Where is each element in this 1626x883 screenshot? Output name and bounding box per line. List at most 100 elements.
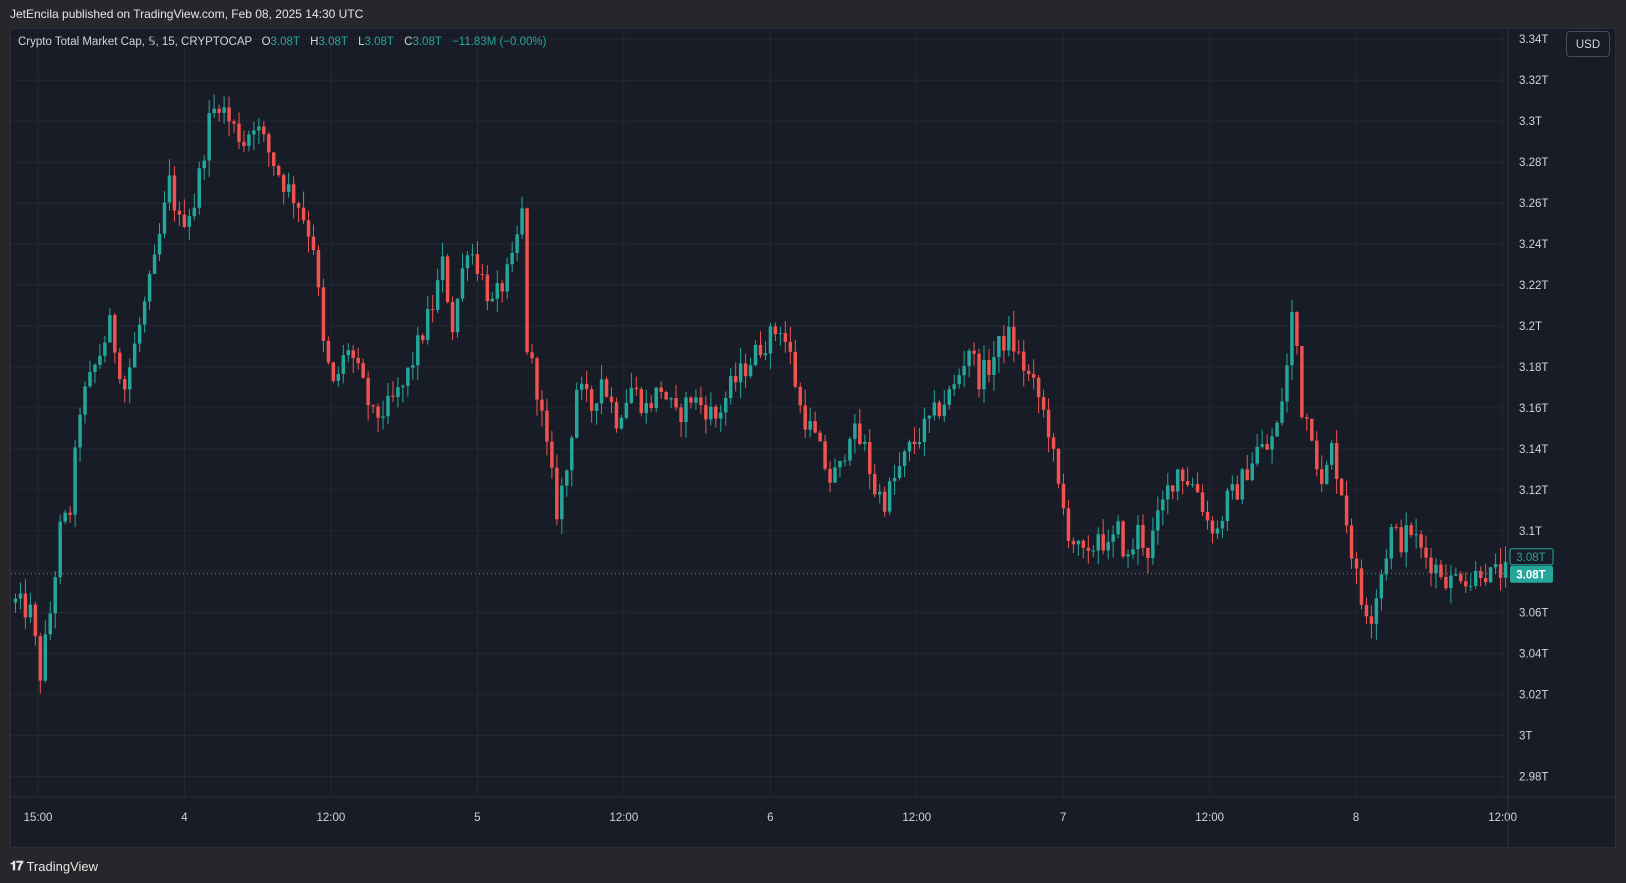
- x-axis-tick-label: 7: [1060, 812, 1066, 824]
- candle-body: [674, 398, 678, 408]
- candle-body: [137, 324, 142, 344]
- candle-body: [778, 333, 783, 335]
- candle-body: [416, 335, 420, 366]
- candle-body: [132, 343, 137, 368]
- symbol-legend: Crypto Total Market Cap, 𝕊, 15, CRYPTOCA…: [18, 34, 553, 48]
- candle-body: [565, 470, 569, 486]
- candle-body: [723, 398, 728, 413]
- candle-body: [912, 441, 917, 445]
- candle-body: [257, 126, 261, 131]
- candle-body: [624, 402, 629, 418]
- candle-body: [803, 405, 807, 430]
- candle-body: [987, 359, 991, 375]
- candle-body: [748, 365, 753, 377]
- candle-body: [1280, 401, 1284, 423]
- candle-body: [381, 416, 385, 418]
- candle-body: [351, 350, 355, 358]
- candle-body: [679, 407, 683, 423]
- candle-body: [1121, 521, 1125, 557]
- candle-body: [1369, 616, 1374, 624]
- candle-body: [1374, 598, 1379, 624]
- candle-body: [982, 359, 986, 390]
- last-close-label: 3.08T: [1516, 552, 1545, 564]
- candle-body: [952, 384, 956, 390]
- candle-body: [1270, 436, 1274, 450]
- legend-open-label: O: [261, 36, 271, 48]
- candle-body: [1493, 564, 1498, 568]
- candle-body: [152, 254, 157, 274]
- candle-body: [242, 141, 246, 147]
- last-price-label: 3.08T: [1516, 569, 1545, 581]
- candlestick-chart[interactable]: 2.98T 3T 3.02T 3.04T 3.06T 3.08T 3.1T 3.12T 3.14…: [11, 29, 1617, 849]
- candle-body: [818, 432, 822, 442]
- candle-body: [694, 397, 698, 403]
- candle-body: [1255, 446, 1259, 464]
- candle-body: [78, 414, 82, 448]
- candle-body: [848, 438, 852, 461]
- candle-body: [709, 406, 713, 420]
- candle-body: [1364, 604, 1369, 617]
- candle-body: [1434, 564, 1438, 574]
- x-axis-tick-label: 6: [767, 812, 773, 824]
- candle-body: [510, 252, 514, 265]
- y-axis-tick-label: 3.34T: [1519, 34, 1548, 46]
- candle-body: [93, 364, 97, 373]
- candle-body: [798, 386, 802, 406]
- candle-body: [1026, 370, 1031, 375]
- candle-body: [272, 152, 276, 166]
- tradingview-logo[interactable]: 𝟏𝟕 TradingView: [10, 858, 98, 874]
- candle-body: [1324, 464, 1329, 484]
- candle-body: [922, 418, 927, 443]
- candle-body: [1419, 534, 1423, 548]
- candle-body: [356, 357, 360, 364]
- x-axis-tick-label: 15:00: [24, 812, 53, 824]
- y-axis-tick-label: 3.1T: [1519, 526, 1542, 538]
- candle-body: [560, 485, 564, 520]
- candle-body: [1061, 483, 1066, 509]
- candle-body: [490, 298, 495, 302]
- candle-body: [396, 387, 400, 397]
- candle-body: [1354, 558, 1359, 569]
- candle-body: [1136, 524, 1140, 550]
- candle-body: [311, 236, 316, 251]
- publisher-line: JetEncila published on TradingView.com, …: [0, 0, 1626, 28]
- candle-body: [286, 184, 291, 192]
- candle-body: [967, 350, 971, 367]
- candle-body: [1200, 492, 1205, 512]
- last-close-badge: [1509, 548, 1554, 566]
- candle-body: [604, 379, 609, 397]
- candle-body: [719, 412, 723, 419]
- candle-body: [793, 351, 798, 387]
- candle-body: [376, 406, 380, 418]
- candle-body: [515, 234, 519, 253]
- candle-body: [1409, 525, 1413, 536]
- candle-body: [997, 336, 1001, 358]
- last-price-badge: [1510, 565, 1553, 583]
- y-axis-tick-label: 3.2T: [1519, 321, 1542, 333]
- candle-body: [450, 301, 455, 333]
- candle-body: [465, 255, 470, 269]
- candle-body: [341, 355, 346, 374]
- candle-body: [212, 108, 216, 114]
- candle-body: [48, 613, 52, 635]
- candle-body: [843, 460, 847, 462]
- candle-body: [1265, 444, 1269, 450]
- candle-body: [296, 203, 301, 208]
- candle-body: [574, 389, 579, 438]
- candle-body: [1091, 550, 1096, 552]
- candle-body: [1156, 510, 1160, 531]
- candle-body: [555, 467, 559, 520]
- candle-body: [1022, 351, 1026, 371]
- candle-body: [217, 108, 221, 113]
- candle-body: [1071, 540, 1076, 545]
- candle-body: [1439, 564, 1443, 577]
- candle-body: [1007, 326, 1011, 351]
- chart-pane[interactable]: 2.98T 3T 3.02T 3.04T 3.06T 3.08T 3.1T 3.12T 3.14…: [10, 28, 1617, 849]
- candle-body: [83, 386, 87, 415]
- legend-change: −11.83M (−0.00%): [452, 36, 547, 48]
- candle-body: [1285, 365, 1289, 402]
- candle-body: [808, 420, 812, 430]
- legend-symbol: Crypto Total Market Cap, 𝕊, 15, CRYPTOCA…: [18, 36, 252, 48]
- x-axis-tick-label: 4: [181, 812, 188, 824]
- currency-button[interactable]: USD: [1566, 31, 1610, 57]
